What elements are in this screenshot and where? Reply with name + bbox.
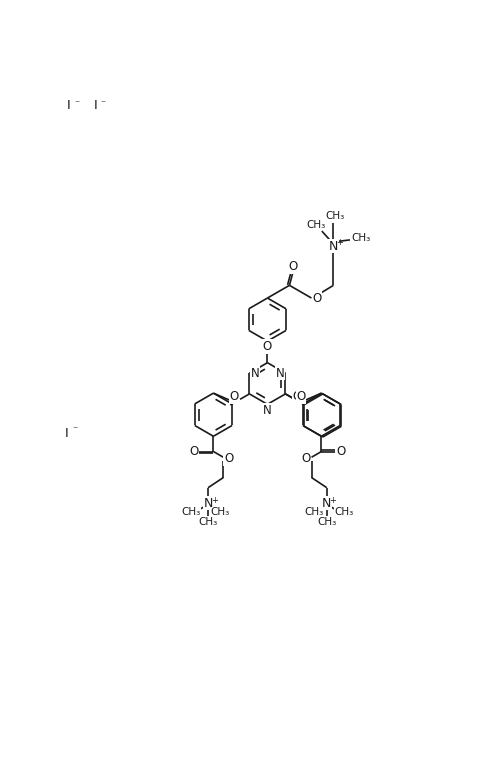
Text: N: N [251, 367, 259, 380]
Text: CH₃: CH₃ [182, 507, 201, 517]
Text: CH₃: CH₃ [306, 220, 325, 230]
Text: CH₃: CH₃ [334, 507, 354, 517]
Text: CH₃: CH₃ [305, 507, 324, 517]
Text: O: O [297, 390, 306, 403]
Text: O: O [263, 340, 272, 353]
Text: I: I [67, 99, 71, 112]
Text: O: O [288, 260, 297, 273]
Text: ⁻: ⁻ [100, 99, 105, 109]
Text: CH₃: CH₃ [211, 507, 230, 517]
Text: CH₃: CH₃ [352, 232, 371, 243]
Text: O: O [224, 452, 233, 465]
Text: O: O [336, 445, 345, 458]
Text: CH₃: CH₃ [198, 516, 217, 526]
Text: I: I [65, 427, 68, 440]
Text: O: O [229, 390, 239, 403]
Text: N: N [263, 404, 272, 417]
Text: +: + [211, 496, 217, 504]
Text: O: O [189, 445, 199, 458]
Text: +: + [330, 496, 336, 504]
Text: O: O [293, 390, 302, 403]
Text: CH₃: CH₃ [325, 211, 344, 221]
Text: N: N [322, 497, 331, 510]
Text: CH₃: CH₃ [317, 516, 336, 526]
Text: I: I [93, 99, 97, 112]
Text: O: O [301, 452, 311, 465]
Text: N: N [204, 497, 213, 510]
Text: ⁻: ⁻ [74, 99, 80, 109]
Text: N: N [329, 240, 338, 253]
Text: O: O [312, 292, 321, 305]
Text: +: + [336, 238, 343, 247]
Text: ⁻: ⁻ [72, 426, 77, 435]
Text: N: N [276, 367, 285, 380]
